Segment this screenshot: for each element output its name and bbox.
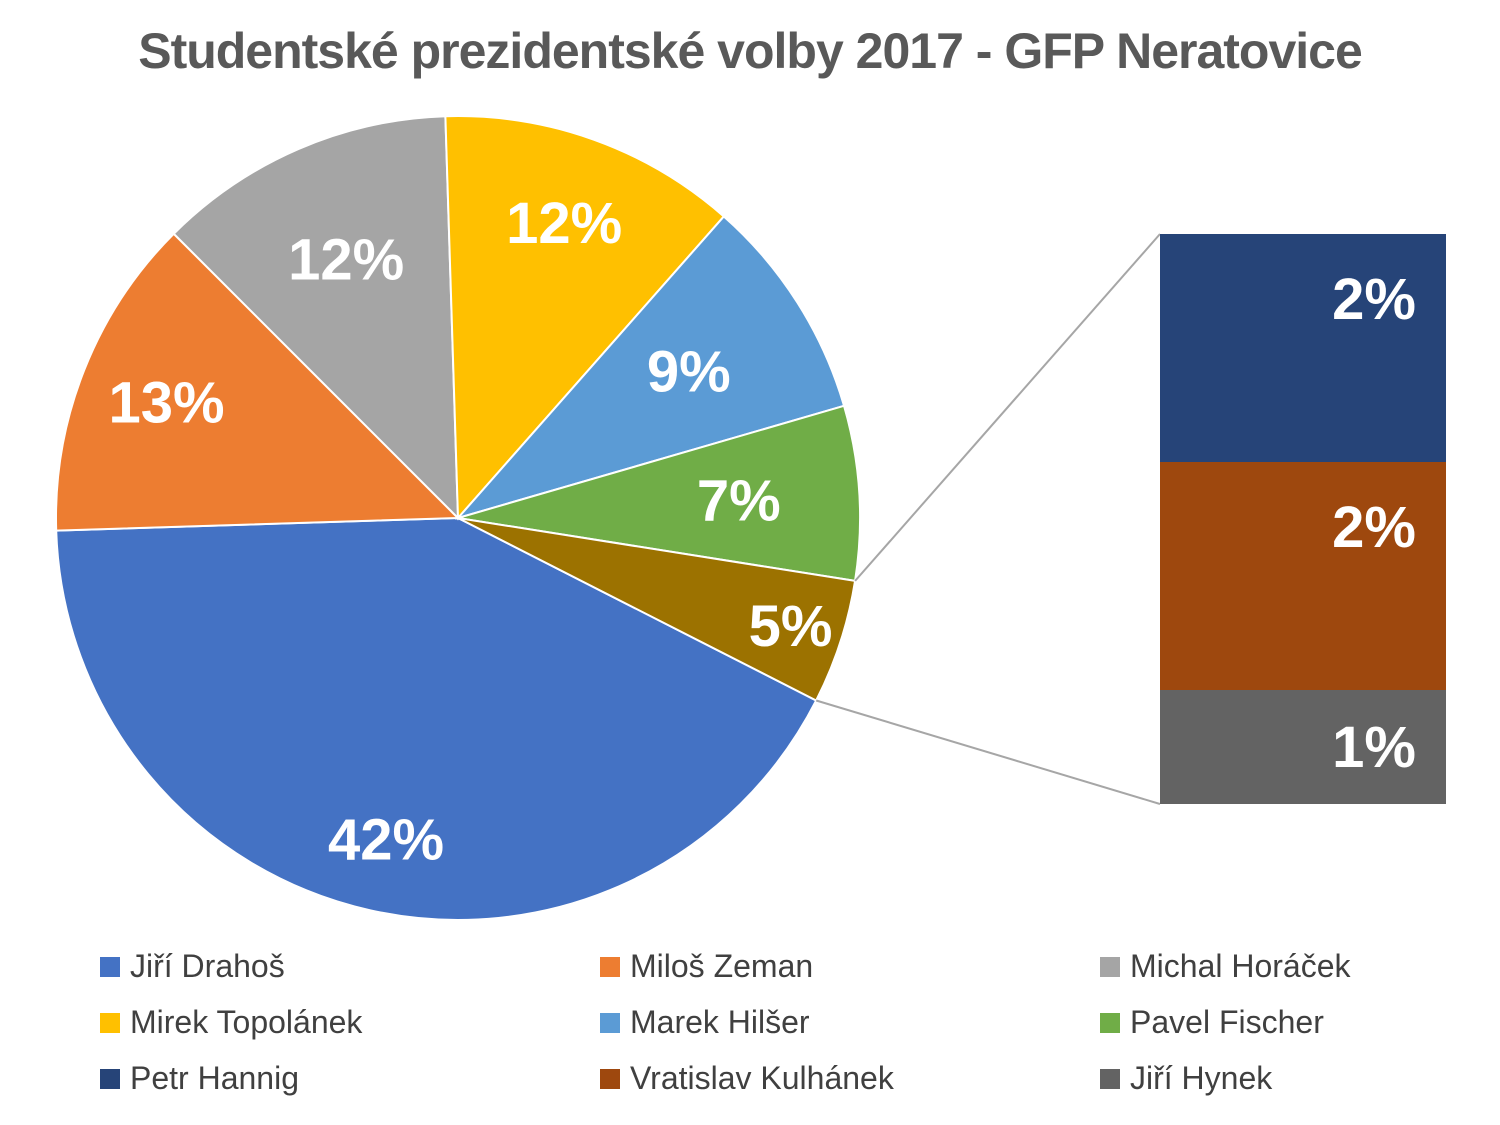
data-label-vratislav-kulhanek: 2% xyxy=(1332,495,1416,560)
pie-slice-michal-horacek xyxy=(172,115,460,521)
legend-label: Jiří Hynek xyxy=(1130,1060,1273,1096)
legend-item-vratislav-kulhanek: Vratislav Kulhánek xyxy=(600,1060,894,1097)
legend-item-marek-hilser: Marek Hilšer xyxy=(600,1004,810,1041)
data-label-michal-horacek: 12% xyxy=(288,228,404,293)
pie-slice-jiri-drahos xyxy=(55,516,818,921)
connector-line-bottom xyxy=(815,699,1161,805)
breakout-segment-petr-hannig xyxy=(1160,234,1446,462)
pie-main xyxy=(55,115,861,921)
legend-item-pavel-fischer: Pavel Fischer xyxy=(1100,1004,1324,1041)
pie-slice-marek-hilser xyxy=(454,215,846,520)
pie-slice-pavel-fischer xyxy=(457,404,861,583)
data-label-jiri-hynek: 1% xyxy=(1332,715,1416,780)
data-label-jiri-drahos: 42% xyxy=(328,808,444,873)
legend-item-jiri-drahos: Jiří Drahoš xyxy=(100,948,285,985)
legend-swatch xyxy=(1100,1068,1120,1089)
legend-swatch xyxy=(100,1012,120,1033)
connector-line-top xyxy=(854,233,1161,582)
legend-label: Michal Horáček xyxy=(1130,948,1351,984)
data-label-petr-hannig: 2% xyxy=(1332,267,1416,332)
data-label-pavel-fischer: 7% xyxy=(697,468,781,533)
chart-title: Studentské prezidentské volby 2017 - GFP… xyxy=(138,23,1363,79)
legend-item-michal-horacek: Michal Horáček xyxy=(1100,948,1351,985)
legend-swatch xyxy=(600,956,620,977)
breakout-segment-vratislav-kulhanek xyxy=(1160,462,1446,690)
legend-item-petr-hannig: Petr Hannig xyxy=(100,1060,299,1097)
breakout-segment-jiri-hynek xyxy=(1160,690,1446,804)
legend-label: Pavel Fischer xyxy=(1130,1004,1324,1040)
data-labels: 42% 13% 12% 12% 9% 7% 5% 2% 2% 1% xyxy=(108,191,1416,873)
data-label-ostatni: 5% xyxy=(749,594,833,659)
pie-slice-mirek-topolanek xyxy=(444,115,726,521)
data-label-mirek-topolanek: 12% xyxy=(506,191,622,256)
data-label-milos-zeman: 13% xyxy=(108,371,224,436)
legend-label: Mirek Topolánek xyxy=(130,1004,363,1040)
breakout-connectors xyxy=(815,233,1161,805)
legend-swatch xyxy=(1100,956,1120,977)
legend-item-jiri-hynek: Jiří Hynek xyxy=(1100,1060,1272,1097)
legend-swatch xyxy=(600,1068,620,1089)
legend-swatch xyxy=(1100,1012,1120,1033)
legend-item-mirek-topolanek: Mirek Topolánek xyxy=(100,1004,362,1041)
legend-swatch xyxy=(600,1012,620,1033)
pie-slice-milos-zeman xyxy=(55,232,461,532)
legend-swatch xyxy=(100,956,120,977)
legend-swatch xyxy=(100,1068,120,1089)
legend-label: Vratislav Kulhánek xyxy=(630,1060,894,1096)
legend-item-milos-zeman: Miloš Zeman xyxy=(600,948,813,985)
breakout-bar xyxy=(1160,234,1446,804)
legend-label: Petr Hannig xyxy=(130,1060,299,1096)
legend-label: Marek Hilšer xyxy=(630,1004,810,1040)
legend-label: Jiří Drahoš xyxy=(130,948,285,984)
legend-label: Miloš Zeman xyxy=(630,948,814,984)
data-label-marek-hilser: 9% xyxy=(647,340,731,405)
